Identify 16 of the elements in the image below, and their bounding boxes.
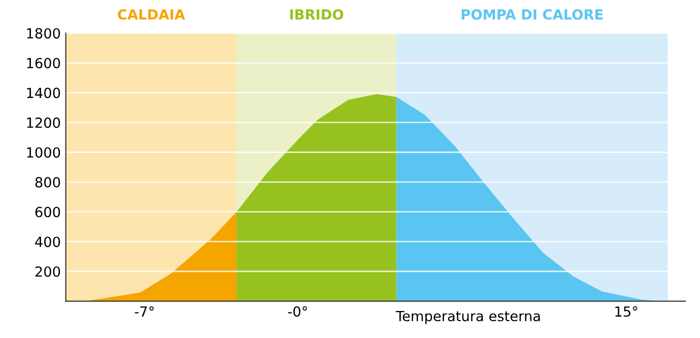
y-tick-label: 1600 — [27, 58, 60, 68]
y-tick-label: 400 — [35, 236, 60, 248]
y-tick-label: 1200 — [27, 117, 60, 128]
x-tick-label: -7° — [134, 306, 154, 317]
x-tick-label: -0° — [288, 306, 307, 317]
y-tick-label: 1000 — [27, 147, 60, 158]
y-tick-label: 600 — [35, 206, 60, 218]
y-tick-label: 200 — [35, 266, 60, 277]
y-tick-label: 1400 — [27, 88, 60, 98]
band-label: CALDAIA — [118, 9, 186, 20]
y-tick-label: 1800 — [27, 28, 60, 39]
x-tick-label: 15° — [615, 306, 638, 317]
x-axis-title: Temperatura esterna — [396, 310, 540, 324]
band-label: POMPA DI CALORE — [462, 9, 603, 20]
band-label: IBRIDO — [290, 9, 344, 20]
y-tick-label: 800 — [35, 177, 60, 188]
